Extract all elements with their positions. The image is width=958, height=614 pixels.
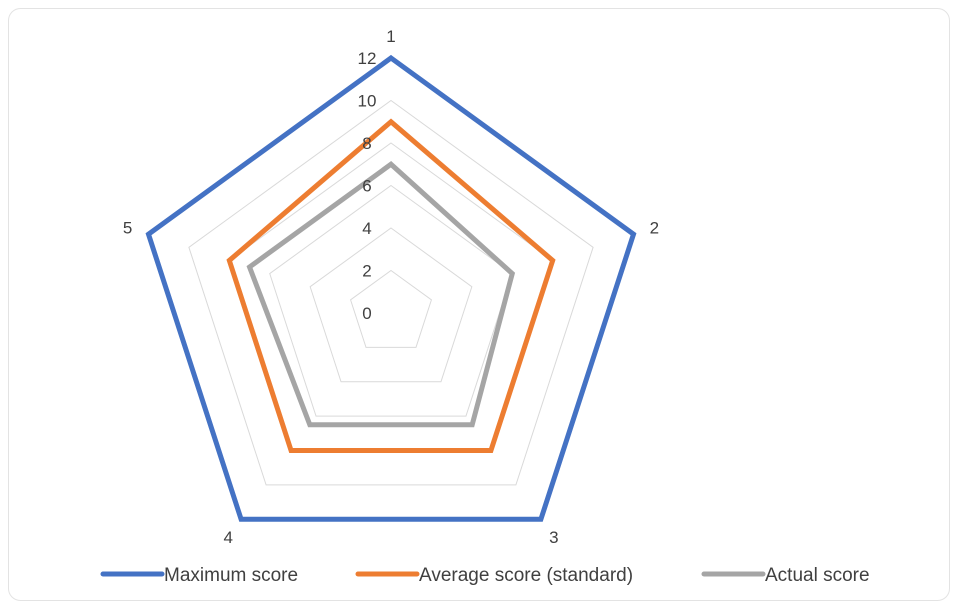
grid-ring-2 [349, 269, 433, 348]
series-maximum-score [145, 54, 637, 522]
series-average-score-standard [226, 118, 556, 454]
legend: Maximum score Average score (standard) A… [100, 565, 870, 586]
legend-item-actual-score[interactable]: Actual score [701, 565, 870, 586]
legend-item-average-score[interactable]: Average score (standard) [355, 565, 633, 586]
grid-ring-4 [309, 227, 473, 383]
radial-tick-label-12: 12 [358, 49, 377, 68]
radial-tick-label-4: 4 [362, 219, 371, 238]
chart-border [8, 8, 950, 601]
legend-label-average-score: Average score (standard) [419, 565, 633, 586]
legend-label-maximum-score: Maximum score [164, 565, 298, 586]
category-label-1: 1 [386, 27, 395, 46]
category-label-5: 5 [123, 218, 132, 237]
radial-tick-label-8: 8 [362, 134, 371, 153]
category-label-2: 2 [650, 218, 659, 237]
grid-ring-6 [269, 184, 513, 417]
radial-tick-label-2: 2 [362, 262, 371, 281]
grid-ring-10 [188, 99, 594, 486]
legend-item-maximum-score[interactable]: Maximum score [100, 565, 298, 586]
legend-label-actual-score: Actual score [765, 565, 870, 586]
category-label-3: 3 [549, 528, 558, 547]
series-actual-score [246, 161, 516, 428]
category-label-4: 4 [223, 528, 232, 547]
radial-tick-label-6: 6 [362, 177, 371, 196]
radial-tick-label-0: 0 [362, 304, 371, 323]
radial-tick-label-10: 10 [358, 92, 377, 111]
radial-tick-labels: 0 2 4 6 8 10 12 [358, 49, 377, 323]
radar-series [145, 54, 637, 522]
